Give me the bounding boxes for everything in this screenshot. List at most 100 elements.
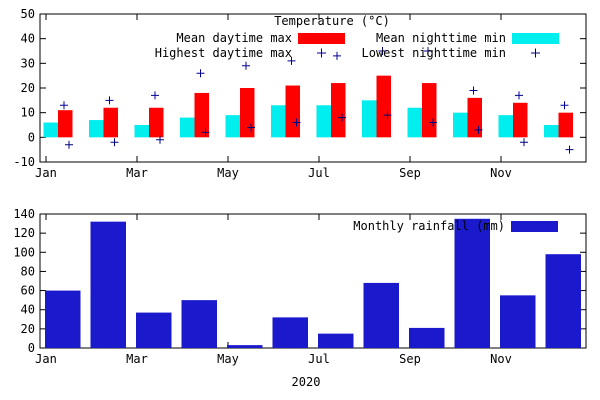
bar-mean-nighttime-min — [134, 125, 149, 138]
legend-label-mean-daytime-max: Mean daytime max — [176, 31, 292, 45]
legend-label-lowest-nighttime-min: Lowest nighttime min — [362, 46, 507, 60]
y-tick-label: -10 — [13, 155, 35, 169]
bar-monthly-rainfall — [409, 327, 445, 348]
plus-marker-lowest-nighttime-min — [383, 111, 392, 120]
legend-plus-marker-highest-daytime-max — [317, 48, 326, 58]
x-tick-label: Jan — [35, 352, 57, 366]
y-tick-label: 10 — [21, 106, 35, 120]
temp-chart-title: Temperature (°C) — [274, 14, 390, 28]
plus-marker-highest-daytime-max — [60, 101, 68, 110]
bar-mean-nighttime-min — [407, 107, 422, 138]
bar-monthly-rainfall — [181, 300, 217, 348]
bar-mean-daytime-max — [422, 83, 437, 138]
plus-marker-highest-daytime-max — [378, 47, 387, 55]
plus-marker-lowest-nighttime-min — [110, 138, 119, 147]
plus-marker-lowest-nighttime-min — [565, 145, 574, 154]
bar-monthly-rainfall — [500, 295, 536, 348]
bar-monthly-rainfall — [318, 333, 354, 348]
bar-monthly-rainfall — [272, 317, 308, 348]
bar-monthly-rainfall — [90, 221, 126, 348]
y-tick-label: 0 — [28, 130, 35, 144]
x-tick-label: Mar — [126, 352, 148, 366]
plus-marker-highest-daytime-max — [151, 91, 159, 100]
plus-marker-lowest-nighttime-min — [520, 138, 528, 147]
y-tick-label: 140 — [13, 207, 35, 221]
bar-mean-daytime-max — [194, 92, 209, 138]
bar-mean-nighttime-min — [180, 117, 195, 138]
bar-monthly-rainfall — [545, 254, 581, 348]
rainfall-chart: 0 20 40 60 80 100 120 140 Jan Mar May Jul Sep Nov Mon… — [13, 207, 587, 389]
bar-mean-nighttime-min — [362, 100, 377, 138]
bar-mean-daytime-max — [58, 110, 73, 138]
plus-marker-lowest-nighttime-min — [292, 118, 301, 127]
bar-mean-daytime-max — [558, 112, 573, 138]
x-tick-label: Nov — [490, 352, 512, 366]
x-tick-label: Nov — [490, 166, 512, 180]
bar-mean-daytime-max — [240, 88, 255, 138]
x-tick-label: Jul — [308, 352, 330, 366]
y-tick-label: 40 — [21, 303, 35, 317]
plus-marker-lowest-nighttime-min — [429, 118, 437, 127]
x-tick-label: Mar — [126, 166, 148, 180]
bar-monthly-rainfall — [45, 290, 81, 348]
bar-mean-nighttime-min — [225, 115, 240, 138]
y-tick-label: 20 — [21, 322, 35, 336]
bar-monthly-rainfall — [227, 345, 263, 348]
plus-marker-highest-daytime-max — [105, 96, 114, 105]
plus-marker-lowest-nighttime-min — [338, 113, 346, 122]
x-tick-label: May — [217, 166, 239, 180]
x-tick-label: Jul — [308, 166, 330, 180]
plus-marker-lowest-nighttime-min — [201, 128, 210, 137]
bar-mean-daytime-max — [285, 85, 300, 138]
plus-marker-highest-daytime-max — [515, 91, 523, 100]
x-tick-label: Sep — [399, 166, 421, 180]
plus-marker-highest-daytime-max — [242, 61, 250, 70]
plus-marker-lowest-nighttime-min — [247, 123, 255, 132]
bar-mean-nighttime-min — [89, 120, 104, 138]
y-tick-label: 120 — [13, 226, 35, 240]
x-tick-label: May — [217, 352, 239, 366]
bar-mean-daytime-max — [513, 102, 528, 138]
bar-mean-daytime-max — [103, 107, 118, 138]
plot-border — [39, 213, 587, 349]
temp-plot-area: -10 0 10 20 30 40 50 Jan Mar May Jul Sep Nov — [13, 7, 587, 180]
plus-marker-highest-daytime-max — [560, 101, 569, 110]
plus-marker-highest-daytime-max — [196, 69, 205, 78]
bar-mean-nighttime-min — [498, 115, 513, 138]
y-tick-label: 40 — [21, 32, 35, 46]
bar-mean-nighttime-min — [43, 122, 58, 138]
bar-mean-nighttime-min — [316, 105, 331, 138]
bar-mean-daytime-max — [467, 97, 482, 138]
legend-label-highest-daytime-max: Highest daytime max — [155, 46, 292, 60]
bar-mean-nighttime-min — [544, 125, 559, 138]
plus-marker-highest-daytime-max — [287, 56, 296, 65]
y-tick-label: 30 — [21, 56, 35, 70]
plus-marker-highest-daytime-max — [469, 86, 478, 95]
legend-plus-marker-lowest-nighttime-min — [531, 48, 540, 58]
y-tick-label: 50 — [21, 7, 35, 21]
x-tick-label: Jan — [35, 166, 57, 180]
temperature-chart: -10 0 10 20 30 40 50 Jan Mar May Jul Sep Nov Tempera… — [13, 7, 587, 180]
plus-marker-lowest-nighttime-min — [474, 125, 483, 134]
y-tick-label: 100 — [13, 245, 35, 259]
bar-mean-daytime-max — [149, 107, 164, 138]
legend-swatch-mean-daytime-max — [298, 33, 345, 44]
plus-marker-highest-daytime-max — [333, 51, 341, 60]
rain-plot-area: 0 20 40 60 80 100 120 140 Jan Mar May Jul Sep Nov — [13, 207, 587, 366]
y-tick-label: 80 — [21, 264, 35, 278]
x-axis-year-label: 2020 — [292, 375, 321, 389]
bar-mean-daytime-max — [376, 75, 391, 138]
bar-monthly-rainfall — [136, 312, 172, 348]
bar-mean-nighttime-min — [271, 105, 286, 138]
x-tick-label: Sep — [399, 352, 421, 366]
bar-monthly-rainfall — [363, 282, 399, 348]
y-tick-label: 20 — [21, 81, 35, 95]
plus-marker-highest-daytime-max — [424, 47, 432, 55]
plus-marker-lowest-nighttime-min — [156, 135, 164, 144]
y-tick-label: 0 — [28, 341, 35, 355]
bar-monthly-rainfall — [454, 218, 490, 348]
bar-mean-daytime-max — [331, 83, 346, 138]
bar-mean-nighttime-min — [453, 112, 468, 138]
y-tick-label: 60 — [21, 284, 35, 298]
plus-marker-lowest-nighttime-min — [65, 140, 73, 149]
